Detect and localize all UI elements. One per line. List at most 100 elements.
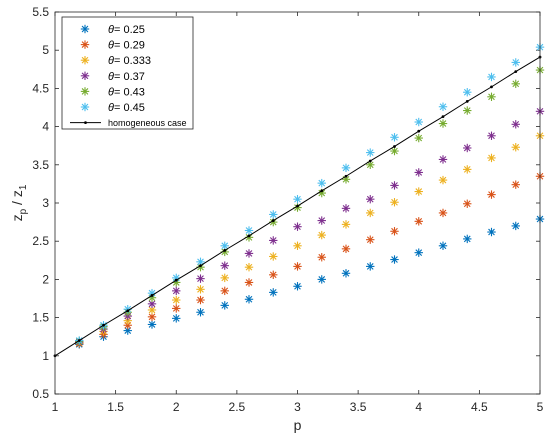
y-tick-label: 3.5 [32,158,49,172]
marker-stroke [488,191,495,198]
marker-stroke [269,237,277,244]
line-point [320,189,324,193]
x-tick-label: 2 [173,400,180,414]
data-point [293,194,302,204]
data-point [487,227,496,237]
marker-stroke [294,223,301,231]
legend-marker-6 [80,102,90,112]
legend-marker-4 [80,71,90,80]
x-tick-label: 1.5 [107,400,124,414]
data-point [463,106,472,115]
marker-stroke [391,227,398,235]
legend-label-3: θ= 0.333 [108,55,151,67]
marker-stroke [366,263,374,270]
marker-stroke [318,189,326,197]
data-point [487,131,496,140]
data-point [511,143,520,152]
data-point [269,252,278,261]
data-point [172,295,181,305]
marker-stroke [391,182,398,189]
data-point [317,230,326,240]
series-6 [75,42,545,345]
marker-stroke [318,231,326,239]
data-point [390,146,399,156]
marker-stroke [245,234,253,241]
data-point [220,241,229,250]
legend-marker-3 [80,56,90,65]
marker-stroke [269,289,277,296]
marker-stroke [318,217,326,224]
line-point [150,294,154,297]
line-point [102,323,105,327]
line-point [441,115,445,119]
data-point [414,187,423,196]
marker-stroke [463,235,471,243]
y-tick-label: 2.5 [32,234,49,248]
y-axis-label: zp / z1 [9,184,29,221]
data-point [244,262,254,272]
data-point [172,304,181,313]
marker-stroke [81,41,89,48]
y-axis-label-slash: / [9,197,25,209]
data-point [390,198,399,207]
legend-value: = 0.45 [114,102,145,114]
marker-stroke [221,242,229,250]
x-tick-label: 1 [52,400,59,414]
marker-stroke [245,227,253,234]
marker-stroke [391,256,398,263]
marker-stroke [512,143,520,151]
marker-stroke [269,271,277,279]
legend-marker-1 [80,24,90,34]
data-point [196,295,205,305]
data-point [244,226,254,235]
line-point [296,204,299,208]
marker-stroke [488,154,495,162]
y-axis-label-sub-p: p [18,208,29,214]
y-axis-label-z: z [9,214,25,221]
marker-stroke [415,118,423,126]
data-point [220,286,229,296]
line-point [417,129,421,133]
marker-stroke [81,25,89,33]
data-point [269,210,278,219]
data-point [366,148,375,157]
legend-value: = 0.37 [114,71,145,83]
marker-stroke [81,88,89,95]
marker-stroke [366,209,374,217]
marker-stroke [245,279,253,286]
legend-theta: θ [108,24,114,36]
legend-label-2: θ= 0.29 [108,40,145,52]
marker-stroke [439,103,447,111]
x-tick-label: 5 [537,400,544,414]
line-point [77,339,81,342]
marker-stroke [391,133,398,141]
data-point [341,244,351,254]
marker-stroke [366,149,374,156]
line-point [393,145,396,148]
line-point [368,159,372,163]
tick-labels: 1 1.5 2 2.5 3 3.5 4 4.5 50.511.522.533.544.555.5 [32,5,543,414]
data-point [366,194,375,204]
marker-stroke [269,253,277,260]
marker-stroke [512,120,520,128]
y-tick-label: 3 [42,196,49,210]
data-point [244,295,254,304]
x-tick-label: 2.5 [229,400,246,414]
marker-stroke [439,120,447,127]
marker-stroke [294,263,301,270]
data-point [438,119,448,128]
data-point [366,208,375,218]
line-point [514,70,518,73]
marker-stroke [415,249,423,257]
legend-line-dot [84,121,87,124]
line-point [223,248,227,252]
marker-stroke [439,242,447,250]
y-tick-label: 4.5 [32,81,49,95]
line-point [465,99,469,103]
data-point [390,227,399,236]
marker-stroke [342,221,350,228]
marker-stroke [197,308,204,316]
data-point [511,180,520,189]
data-point [463,234,472,244]
